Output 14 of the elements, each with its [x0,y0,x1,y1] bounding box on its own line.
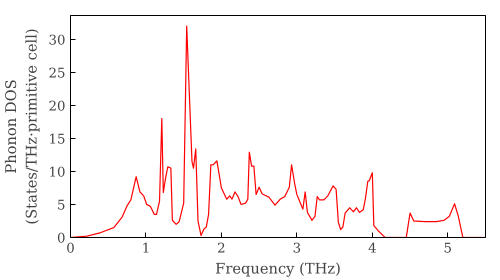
y-axis-title: Phonon DOS (States/THz·primitive cell) [3,28,41,225]
y-tick-label: 30 [48,33,66,48]
x-axis-title: Frequency (THz) [215,260,341,278]
y-tick-label: 25 [48,66,66,82]
x-tick-label: 4 [368,242,377,256]
x-tick-label: 2 [217,242,226,256]
y-tick-label: 10 [48,165,66,180]
y-tick-label: 0 [57,232,66,246]
x-tick-label: 5 [444,242,452,256]
x-tick-label: 1 [142,242,150,256]
y-tick-label: 15 [48,132,66,148]
x-tick-label: 3 [292,242,302,256]
y-tick-label: 5 [57,198,66,214]
y-tick-label: 20 [48,99,66,114]
